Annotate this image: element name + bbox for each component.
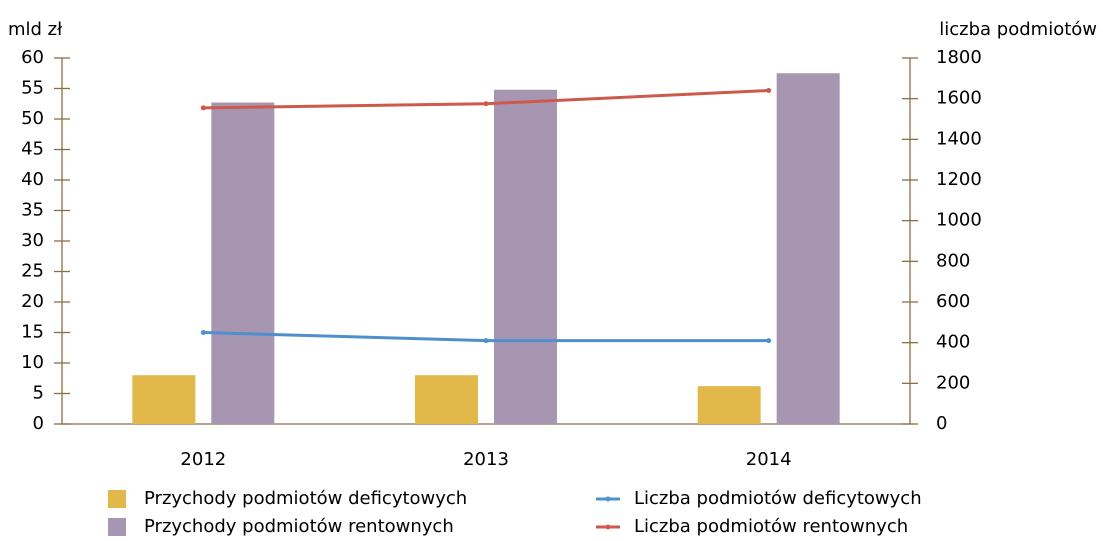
line-marker	[483, 101, 489, 107]
y2-axis-label: liczba podmiotów	[939, 19, 1097, 40]
legend-swatch	[605, 496, 611, 502]
y2-tick-label: 0	[936, 413, 947, 434]
y-tick-label: 0	[33, 413, 44, 434]
bar	[776, 73, 840, 424]
y-axis-label: mld zł	[8, 19, 63, 40]
legend-label: Przychody podmiotów rentownych	[144, 516, 454, 537]
y2-tick-label: 800	[936, 250, 970, 271]
y2-tick-label: 1600	[936, 88, 982, 109]
legend-swatch	[108, 490, 126, 508]
legend-swatch	[108, 518, 126, 536]
y2-tick-label: 1400	[936, 128, 982, 149]
y2-tick-label: 1200	[936, 169, 982, 190]
legend-label: Liczba podmiotów deficytowych	[634, 488, 922, 509]
y-tick-label: 60	[21, 47, 44, 68]
y-tick-label: 50	[21, 108, 44, 129]
y-tick-label: 15	[21, 322, 44, 343]
line-marker	[766, 338, 772, 344]
y2-tick-label: 1000	[936, 210, 982, 231]
line-marker	[200, 330, 206, 335]
y-tick-label: 20	[21, 291, 44, 312]
y-tick-label: 35	[21, 200, 44, 221]
y2-tick-label: 1800	[936, 47, 982, 68]
x-tick-label: 2013	[463, 449, 509, 470]
y2-tick-label: 600	[936, 291, 970, 312]
line-marker	[766, 88, 772, 94]
line-marker	[483, 338, 489, 344]
y-tick-label: 55	[21, 78, 44, 99]
line-marker	[200, 105, 206, 111]
y-tick-label: 30	[21, 230, 44, 251]
x-tick-label: 2014	[746, 449, 792, 470]
bar	[697, 386, 761, 424]
y-tick-label: 45	[21, 139, 44, 160]
y2-tick-label: 400	[936, 332, 970, 353]
legend-label: Liczba podmiotów rentownych	[634, 516, 908, 537]
y-tick-label: 10	[21, 352, 44, 373]
bar	[415, 375, 478, 424]
y-tick-label: 25	[21, 261, 44, 282]
bar	[211, 102, 275, 424]
x-tick-label: 2012	[180, 449, 226, 470]
y-tick-label: 40	[21, 169, 44, 190]
bar	[494, 89, 557, 424]
y-tick-label: 5	[33, 383, 44, 404]
legend-swatch	[605, 524, 611, 530]
y2-tick-label: 200	[936, 372, 970, 393]
legend-label: Przychody podmiotów deficytowych	[144, 488, 467, 509]
bar	[132, 375, 196, 424]
